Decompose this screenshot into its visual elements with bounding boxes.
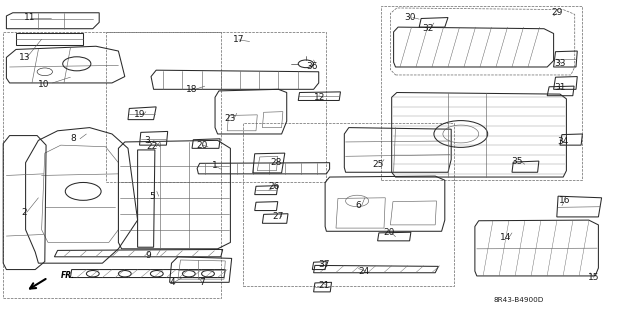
Text: 37: 37	[318, 260, 330, 269]
Text: FR.: FR.	[61, 271, 75, 279]
Text: 13: 13	[19, 53, 30, 62]
Text: 15: 15	[588, 273, 600, 282]
Text: 7: 7	[199, 278, 204, 287]
Text: 22: 22	[147, 142, 158, 151]
Text: 5: 5	[150, 192, 155, 201]
Text: 8: 8	[71, 134, 76, 143]
Text: 31: 31	[554, 83, 566, 92]
Text: 23: 23	[225, 114, 236, 122]
Text: 20: 20	[383, 228, 395, 237]
Text: 28: 28	[271, 158, 282, 167]
Text: 30: 30	[404, 13, 415, 22]
Text: 18: 18	[186, 85, 198, 94]
Text: 10: 10	[38, 80, 49, 89]
Text: 20: 20	[196, 141, 208, 150]
Text: 25: 25	[372, 160, 383, 169]
Text: 9: 9	[146, 251, 151, 260]
Text: 1: 1	[212, 161, 218, 170]
Text: 2: 2	[22, 208, 27, 217]
Text: 26: 26	[268, 182, 280, 191]
Text: 35: 35	[511, 157, 523, 166]
Text: 33: 33	[554, 59, 566, 68]
Text: 6: 6	[356, 201, 361, 210]
Text: 24: 24	[358, 267, 369, 276]
Text: 21: 21	[318, 281, 330, 290]
Text: 12: 12	[314, 93, 326, 102]
Text: 32: 32	[422, 24, 433, 33]
Text: 11: 11	[24, 13, 36, 22]
Text: 16: 16	[559, 197, 570, 205]
Text: 29: 29	[551, 8, 563, 17]
Text: 27: 27	[273, 212, 284, 221]
Text: 34: 34	[557, 137, 569, 146]
Text: 3: 3	[145, 136, 150, 145]
Text: 4: 4	[170, 278, 175, 287]
Text: 14: 14	[500, 233, 511, 242]
Text: 36: 36	[307, 63, 318, 71]
Text: 17: 17	[233, 35, 244, 44]
Text: 8R43-B4900D: 8R43-B4900D	[493, 297, 543, 303]
Text: 19: 19	[134, 110, 145, 119]
